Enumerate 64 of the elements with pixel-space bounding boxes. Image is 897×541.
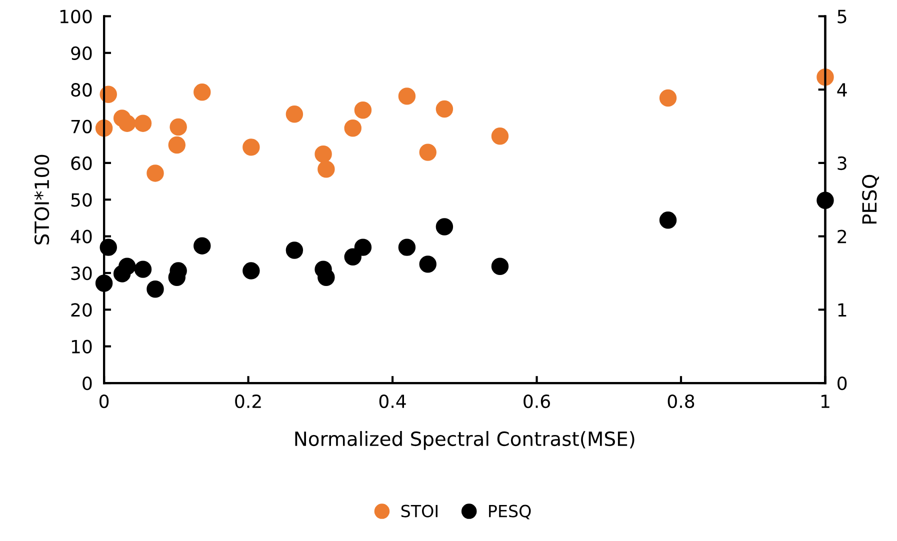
point <box>344 248 362 266</box>
point <box>318 160 335 178</box>
point <box>491 128 509 145</box>
y-axis-title: STOI*100 <box>34 154 50 244</box>
point <box>659 89 677 107</box>
x-tick-label: 0.8 <box>668 394 694 408</box>
legend-label: PESQ <box>489 504 531 520</box>
y2-axis-title: PESQ <box>862 174 880 224</box>
point <box>134 260 152 278</box>
y2-tick-label: 4 <box>837 83 847 96</box>
x-tick-label: 1 <box>821 394 830 408</box>
y-tick-label: 80 <box>71 83 92 97</box>
y2-tick-label: 3 <box>838 156 846 170</box>
y-tick-label: 30 <box>71 266 92 280</box>
point <box>170 118 187 136</box>
point <box>100 238 117 256</box>
point <box>286 106 304 123</box>
x-tick-label: 0.2 <box>235 394 261 408</box>
point <box>398 238 416 256</box>
point <box>491 258 509 275</box>
x-tick-label: 0.6 <box>524 394 550 408</box>
point <box>95 274 113 292</box>
point <box>242 138 260 156</box>
y-tick-label: 70 <box>71 120 92 134</box>
legend-label: STOI <box>401 504 438 518</box>
point <box>194 237 211 254</box>
y2-tick-label: 5 <box>838 10 846 24</box>
y-tick-label: 10 <box>72 340 92 354</box>
y2-tick-label: 1 <box>838 303 846 317</box>
y-tick-label: 20 <box>71 303 92 317</box>
point <box>344 119 362 137</box>
point <box>318 268 335 286</box>
point <box>659 212 677 229</box>
point <box>354 102 372 119</box>
x-axis-title: Normalized Spectral Contrast(MSE) <box>295 431 634 450</box>
point <box>816 192 834 209</box>
point <box>242 262 260 280</box>
y2-tick-label: 0 <box>838 376 847 390</box>
point <box>354 238 372 256</box>
point <box>398 88 416 105</box>
y2-tick-label: 2 <box>838 230 846 244</box>
y-tick-label: 60 <box>71 156 92 170</box>
point <box>314 146 332 163</box>
point <box>95 119 113 137</box>
y-tick-label: 90 <box>71 46 92 60</box>
point <box>286 242 304 259</box>
x-tick-label: 0 <box>100 394 109 408</box>
point <box>436 100 454 118</box>
point <box>118 258 136 275</box>
x-tick-label: 0.4 <box>379 394 406 408</box>
point <box>436 218 454 236</box>
y-tick-label: 50 <box>71 193 92 207</box>
point <box>100 86 117 103</box>
point <box>168 136 186 154</box>
y-tick-label: 100 <box>60 10 92 24</box>
point <box>134 114 152 132</box>
y-tick-label: 40 <box>70 230 92 244</box>
y-tick-label: 0 <box>82 376 92 390</box>
point <box>146 164 164 182</box>
point <box>146 280 164 298</box>
point <box>419 256 436 273</box>
point <box>419 144 436 161</box>
point <box>118 114 136 132</box>
point <box>194 84 211 101</box>
